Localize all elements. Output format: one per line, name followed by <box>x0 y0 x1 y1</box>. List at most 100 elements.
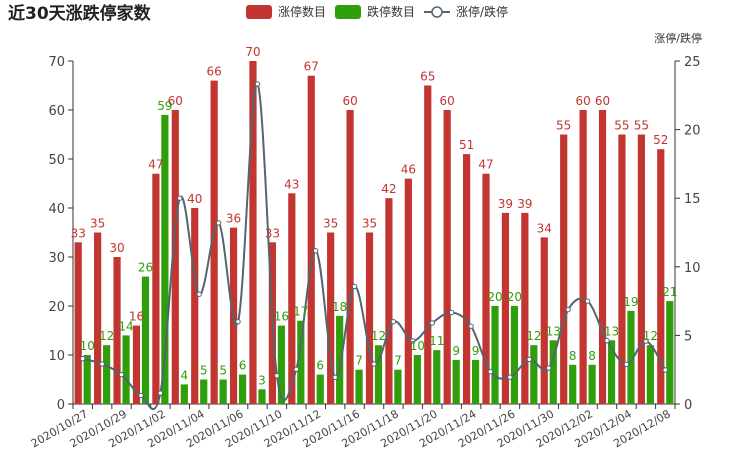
ratio-point <box>235 318 241 325</box>
bar-limit-down <box>83 355 91 404</box>
ratio-point <box>293 366 300 372</box>
ratio-point <box>390 318 397 325</box>
bar-limit-up <box>191 208 199 404</box>
bar-limit-down <box>161 114 169 405</box>
label-limit-up: 70 <box>245 45 260 59</box>
legend-label-limit-up: 涨停数目 <box>278 4 326 19</box>
legend-item-ratio[interactable]: 涨停/跌停 <box>424 4 508 19</box>
bar-limit-up <box>618 134 626 404</box>
label-limit-up: 60 <box>168 94 183 108</box>
bar-limit-up <box>501 212 510 404</box>
label-limit-down: 7 <box>355 354 363 368</box>
label-limit-up: 67 <box>304 60 319 74</box>
bar-limit-down <box>122 335 130 404</box>
bar-limit-up <box>385 198 393 404</box>
bar-limit-down <box>530 345 538 404</box>
legend[interactable]: 涨停数目 跌停数目 涨停/跌停 <box>246 4 508 19</box>
bar-limit-up <box>94 232 102 404</box>
bar-limit-down <box>394 369 402 404</box>
bar-limit-down <box>180 384 188 404</box>
label-limit-down: 5 <box>200 364 208 378</box>
bar-limit-down <box>238 374 247 404</box>
label-limit-up: 33 <box>71 226 86 240</box>
label-limit-down: 10 <box>410 339 425 353</box>
label-limit-up: 39 <box>498 197 513 211</box>
ratio-point <box>254 81 261 87</box>
legend-item-limit-up[interactable]: 涨停数目 <box>246 4 326 19</box>
ratio-point <box>274 373 280 379</box>
label-limit-down: 6 <box>316 359 324 373</box>
bar-limit-down <box>219 379 227 404</box>
label-limit-up: 55 <box>634 119 649 133</box>
ratio-point <box>371 361 377 367</box>
label-limit-up: 55 <box>614 119 629 133</box>
y-left-tick-label: 30 <box>48 251 65 266</box>
bar-limit-up <box>288 193 296 404</box>
bar-limit-down <box>627 310 635 404</box>
label-limit-down: 19 <box>623 295 638 309</box>
label-limit-up: 36 <box>226 212 241 226</box>
ratio-point <box>157 390 164 396</box>
legend-label-limit-down: 跌停数目 <box>367 4 415 19</box>
label-limit-up: 16 <box>129 310 144 324</box>
label-limit-up: 39 <box>517 197 532 211</box>
ratio-point <box>584 298 591 304</box>
bar-limit-down <box>588 364 596 404</box>
bar-limit-up <box>598 110 607 404</box>
bar-limit-down <box>471 359 480 404</box>
label-limit-down: 8 <box>588 349 596 363</box>
bar-limit-down <box>413 355 421 404</box>
label-limit-up: 46 <box>401 163 416 177</box>
label-limit-down: 16 <box>274 310 289 324</box>
y-left-tick-label: 60 <box>48 104 65 119</box>
ratio-point <box>118 371 125 378</box>
right-axis-name: 涨停/跌停 <box>654 31 702 45</box>
bar-limit-down <box>666 301 674 404</box>
value-labels: 3335301647604066367033436735603542466560… <box>71 45 678 387</box>
ratio-point <box>468 323 474 329</box>
bar-limit-down <box>607 340 616 404</box>
label-limit-down: 20 <box>507 290 522 304</box>
ratio-point <box>313 248 319 254</box>
label-limit-down: 9 <box>472 344 480 358</box>
bar-limit-up <box>637 134 645 404</box>
label-limit-down: 3 <box>258 373 266 387</box>
y-right-tick-label: 10 <box>684 261 701 276</box>
bar-limit-up <box>74 242 82 404</box>
bar-limit-down <box>549 340 557 404</box>
bar-limit-down <box>569 364 577 404</box>
label-limit-up: 35 <box>362 217 377 231</box>
y-left-tick-label: 10 <box>48 349 65 364</box>
label-limit-down: 9 <box>452 344 460 358</box>
ratio-point <box>196 291 202 297</box>
legend-swatch-limit-up <box>246 5 272 19</box>
label-limit-down: 12 <box>371 329 386 343</box>
bar-limit-down <box>200 379 208 404</box>
label-limit-down: 18 <box>332 300 347 314</box>
bar-limit-up <box>560 134 568 404</box>
label-limit-down: 17 <box>293 305 308 319</box>
ratio-point <box>80 356 86 362</box>
bar-limit-down <box>355 369 363 404</box>
y-left-tick-label: 50 <box>48 153 65 168</box>
ratio-point <box>410 338 416 344</box>
label-limit-up: 35 <box>90 217 105 231</box>
ratio-point <box>623 361 630 368</box>
y-right-tick-label: 15 <box>684 192 701 207</box>
bar-limit-up <box>462 154 471 404</box>
label-limit-up: 60 <box>342 94 357 108</box>
bar-limit-up <box>346 110 354 404</box>
label-limit-up: 60 <box>595 94 610 108</box>
bar-limit-up <box>327 232 335 404</box>
ratio-point <box>604 337 610 344</box>
bar-limit-down <box>510 306 519 404</box>
y-right-tick-label: 0 <box>684 398 692 413</box>
y-right-tick-label: 20 <box>684 124 701 139</box>
legend-item-limit-down[interactable]: 跌停数目 <box>335 4 415 19</box>
legend-swatch-limit-down <box>335 5 361 19</box>
bar-limit-down <box>297 320 305 404</box>
ratio-point <box>643 338 649 344</box>
label-limit-up: 47 <box>148 158 163 172</box>
bar-limit-up <box>540 237 548 404</box>
